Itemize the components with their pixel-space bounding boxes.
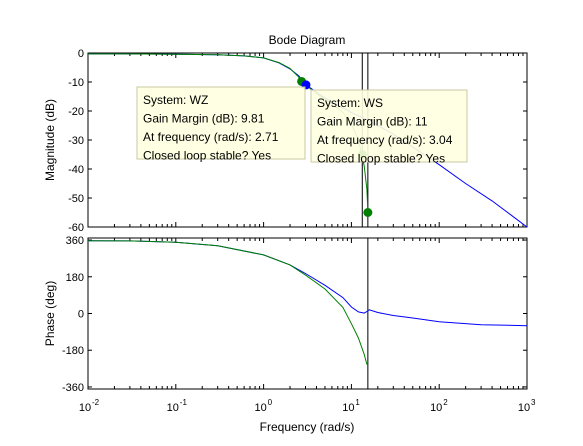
datatip-box — [136, 86, 306, 160]
magnitude-ytick-label: -60 — [68, 222, 84, 234]
datatip-line: Gain Margin (dB): 9.81 — [143, 112, 265, 126]
datatip-ws: System: WS Gain Margin (dB): 11 At frequen… — [310, 89, 468, 166]
x-axis-label: Frequency (rad/s) — [260, 420, 355, 434]
datatip-line: At frequency (rad/s): 3.04 — [317, 133, 453, 147]
phase-axes-box — [87, 237, 528, 390]
x-tick-exponent: -2 — [92, 398, 100, 407]
panel-phase: 360 180 0 -180 -360 Phase (deg) — [43, 235, 528, 394]
datatip-line: System: WS — [317, 96, 383, 110]
datatip-line: System: WZ — [143, 93, 208, 107]
datatip-wz: System: WZ Gain Margin (dB): 9.81 At frequ… — [136, 86, 306, 163]
x-tick-label: 10 — [254, 402, 266, 414]
datatip-line: Gain Margin (dB): 11 — [317, 115, 428, 129]
phase-ytick-label: 0 — [78, 309, 84, 321]
x-tick-exponent: 1 — [355, 398, 360, 407]
datatip-line: At frequency (rad/s): 2.71 — [143, 130, 279, 144]
datatip-line: Closed loop stable? Yes — [317, 152, 445, 166]
magnitude-ytick-label: -10 — [68, 77, 84, 89]
magnitude-ytick-label: -30 — [68, 135, 84, 147]
x-tick-label: 10 — [518, 402, 530, 414]
x-tick-exponent: -1 — [180, 398, 188, 407]
x-tick-label: 10 — [79, 402, 91, 414]
magnitude-ytick-label: -50 — [68, 193, 84, 205]
x-tick-exponent: 0 — [268, 398, 273, 407]
marker-wz — [363, 208, 373, 217]
x-tick-label: 10 — [342, 402, 354, 414]
x-tick-label: 10 — [167, 402, 179, 414]
datatips-layer: System: WZ Gain Margin (dB): 9.81 At frequ… — [136, 86, 468, 166]
phase-ytick-label: -180 — [62, 345, 84, 357]
chart-title: Bode Diagram — [269, 33, 346, 47]
datatip-box — [310, 89, 468, 163]
phase-ytick-label: 180 — [66, 272, 84, 284]
phase-y-axis-label: Phase (deg) — [43, 281, 57, 346]
x-tick-exponent: 3 — [531, 398, 536, 407]
x-tick-exponent: 2 — [443, 398, 448, 407]
magnitude-ytick-label: -40 — [68, 164, 84, 176]
x-tick-label: 10 — [430, 402, 442, 414]
phase-ytick-label: -360 — [62, 382, 84, 394]
magnitude-ytick-label: -20 — [68, 106, 84, 118]
datatip-line: Closed loop stable? Yes — [143, 149, 271, 163]
magnitude-y-axis-label: Magnitude (dB) — [43, 99, 57, 181]
magnitude-ytick-label: 0 — [78, 48, 84, 60]
phase-ytick-label: 360 — [66, 235, 84, 247]
phase-series-wz — [87, 240, 368, 365]
